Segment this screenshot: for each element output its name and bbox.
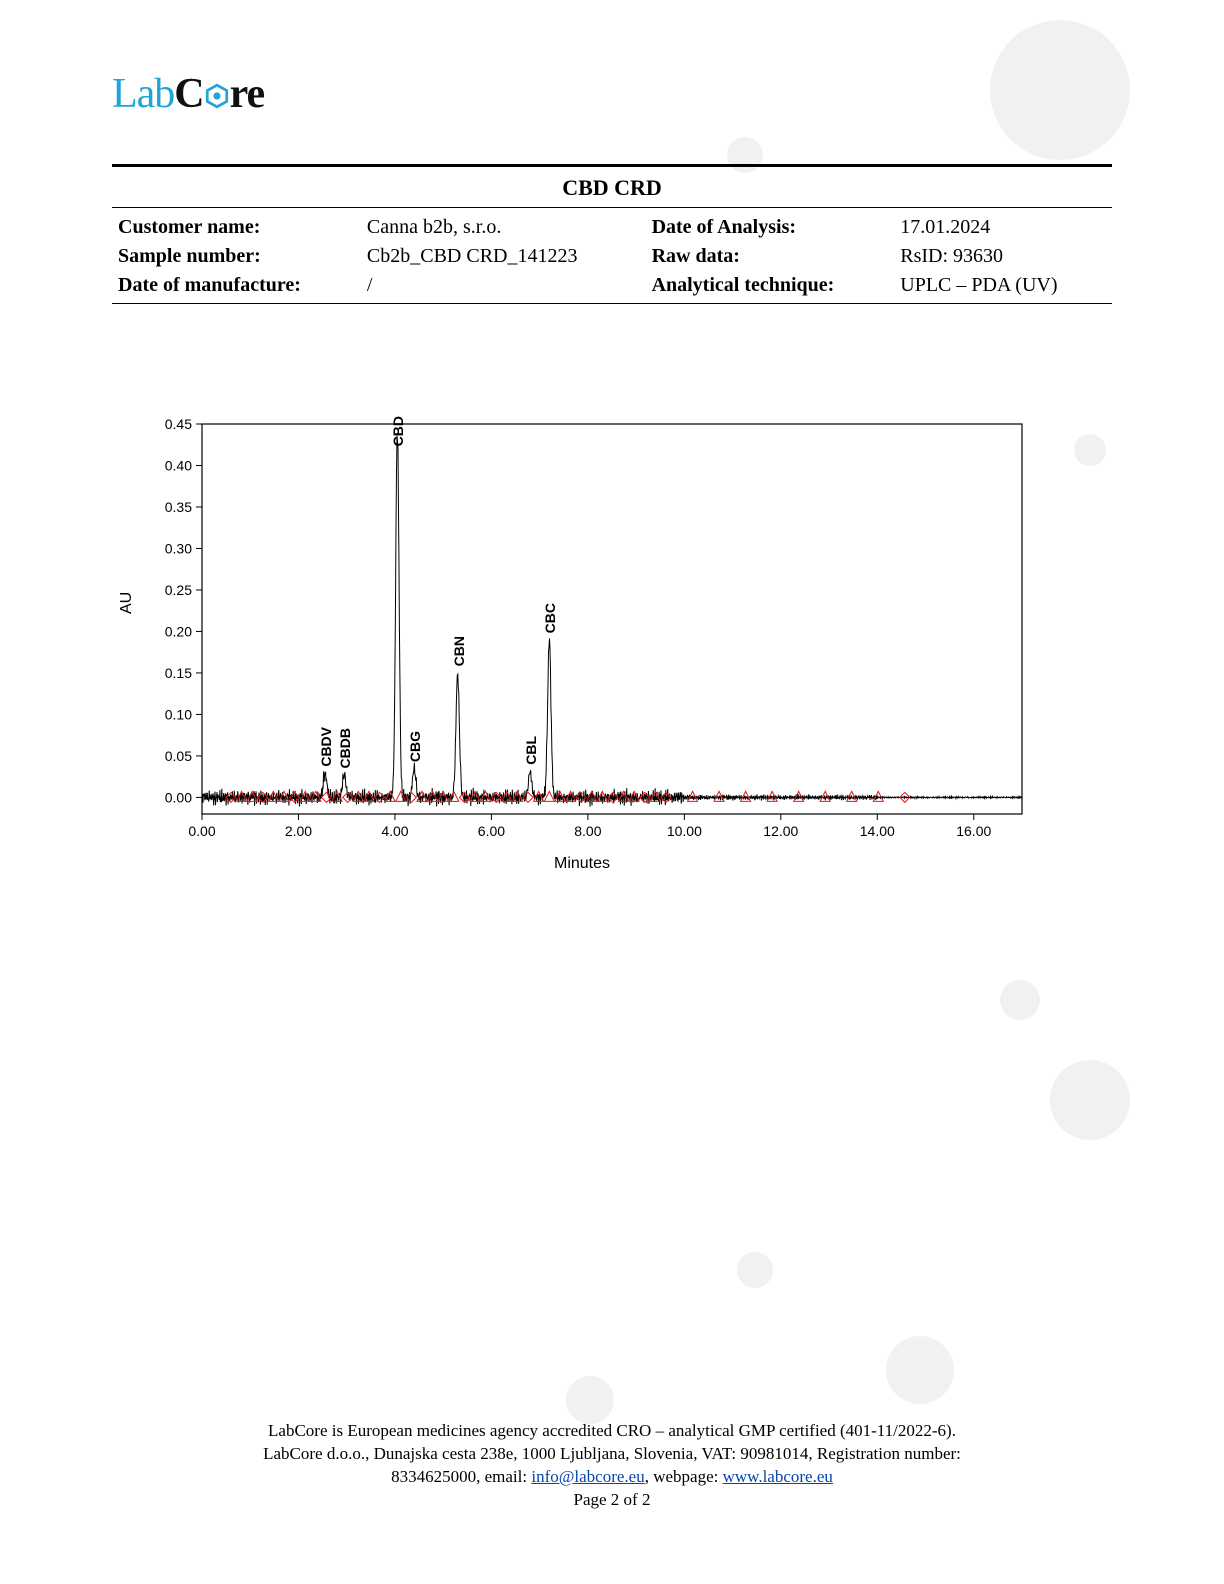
svg-text:0.25: 0.25 [165,582,192,598]
svg-text:0.10: 0.10 [165,706,192,722]
svg-text:6.00: 6.00 [478,823,505,839]
chart-xlabel: Minutes [142,855,1022,873]
chart-svg: 0.00 2.00 4.00 6.00 8.00 10.00 12.00 14.00 16.00… [142,414,1032,844]
footer-line: LabCore is European medicines agency acc… [0,1420,1224,1443]
table-row: Date of manufacture: / Analytical techni… [114,272,1110,299]
meta-label: Customer name: [114,214,361,241]
meta-value: RsID: 93630 [896,243,1110,270]
meta-table: Customer name: Canna b2b, s.r.o. Date of… [112,212,1112,301]
peak-label: CBDB [337,728,353,768]
footer-line: LabCore d.o.o., Dunajska cesta 238e, 100… [0,1443,1224,1466]
table-row: Sample number: Cb2b_CBD CRD_141223 Raw d… [114,243,1110,270]
divider-mid [112,207,1112,208]
svg-text:0.15: 0.15 [165,665,192,681]
meta-label: Date of Analysis: [648,214,895,241]
footer-text: , webpage: [645,1467,723,1486]
svg-text:0.05: 0.05 [165,748,192,764]
divider-bottom [112,303,1112,304]
table-row: Customer name: Canna b2b, s.r.o. Date of… [114,214,1110,241]
logo-c: C [174,71,203,117]
svg-text:0.00: 0.00 [165,789,192,805]
svg-text:0.20: 0.20 [165,623,192,639]
meta-value: UPLC – PDA (UV) [896,272,1110,299]
chart-ylabel: AU [118,592,136,614]
footer: LabCore is European medicines agency acc… [0,1420,1224,1512]
peak-label: CBN [451,636,467,666]
meta-label: Date of manufacture: [114,272,361,299]
svg-text:2.00: 2.00 [285,823,312,839]
meta-value: Canna b2b, s.r.o. [363,214,646,241]
page-title: CBD CRD [112,175,1112,201]
svg-text:12.00: 12.00 [763,823,798,839]
svg-text:0.00: 0.00 [188,823,215,839]
svg-text:8.00: 8.00 [574,823,601,839]
chromatogram-chart: AU 0.002.004.006.008.0010.0012.0014.0016… [142,414,1022,873]
hex-icon [204,72,230,98]
footer-web-link[interactable]: www.labcore.eu [723,1467,833,1486]
meta-label: Raw data: [648,243,895,270]
peak-label: CBD [390,416,406,446]
meta-value: 17.01.2024 [896,214,1110,241]
meta-label: Sample number: [114,243,361,270]
svg-text:0.35: 0.35 [165,499,192,515]
footer-line: 8334625000, email: info@labcore.eu, webp… [0,1466,1224,1489]
footer-page: Page 2 of 2 [0,1489,1224,1512]
logo: LabCre [112,70,1112,118]
peak-label: CBL [523,736,539,765]
footer-email-link[interactable]: info@labcore.eu [531,1467,644,1486]
svg-text:0.30: 0.30 [165,540,192,556]
svg-text:0.45: 0.45 [165,416,192,432]
meta-value: / [363,272,646,299]
divider-top [112,164,1112,167]
logo-re: re [230,71,265,117]
peak-label: CBC [542,603,558,633]
svg-text:0.40: 0.40 [165,457,192,473]
peak-label: CBDV [318,727,334,767]
footer-text: 8334625000, email: [391,1467,531,1486]
logo-lab: Lab [112,71,174,117]
meta-value: Cb2b_CBD CRD_141223 [363,243,646,270]
svg-text:10.00: 10.00 [667,823,702,839]
meta-label: Analytical technique: [648,272,895,299]
svg-text:16.00: 16.00 [956,823,991,839]
svg-text:14.00: 14.00 [860,823,895,839]
peak-label: CBG [407,731,423,762]
svg-text:4.00: 4.00 [381,823,408,839]
